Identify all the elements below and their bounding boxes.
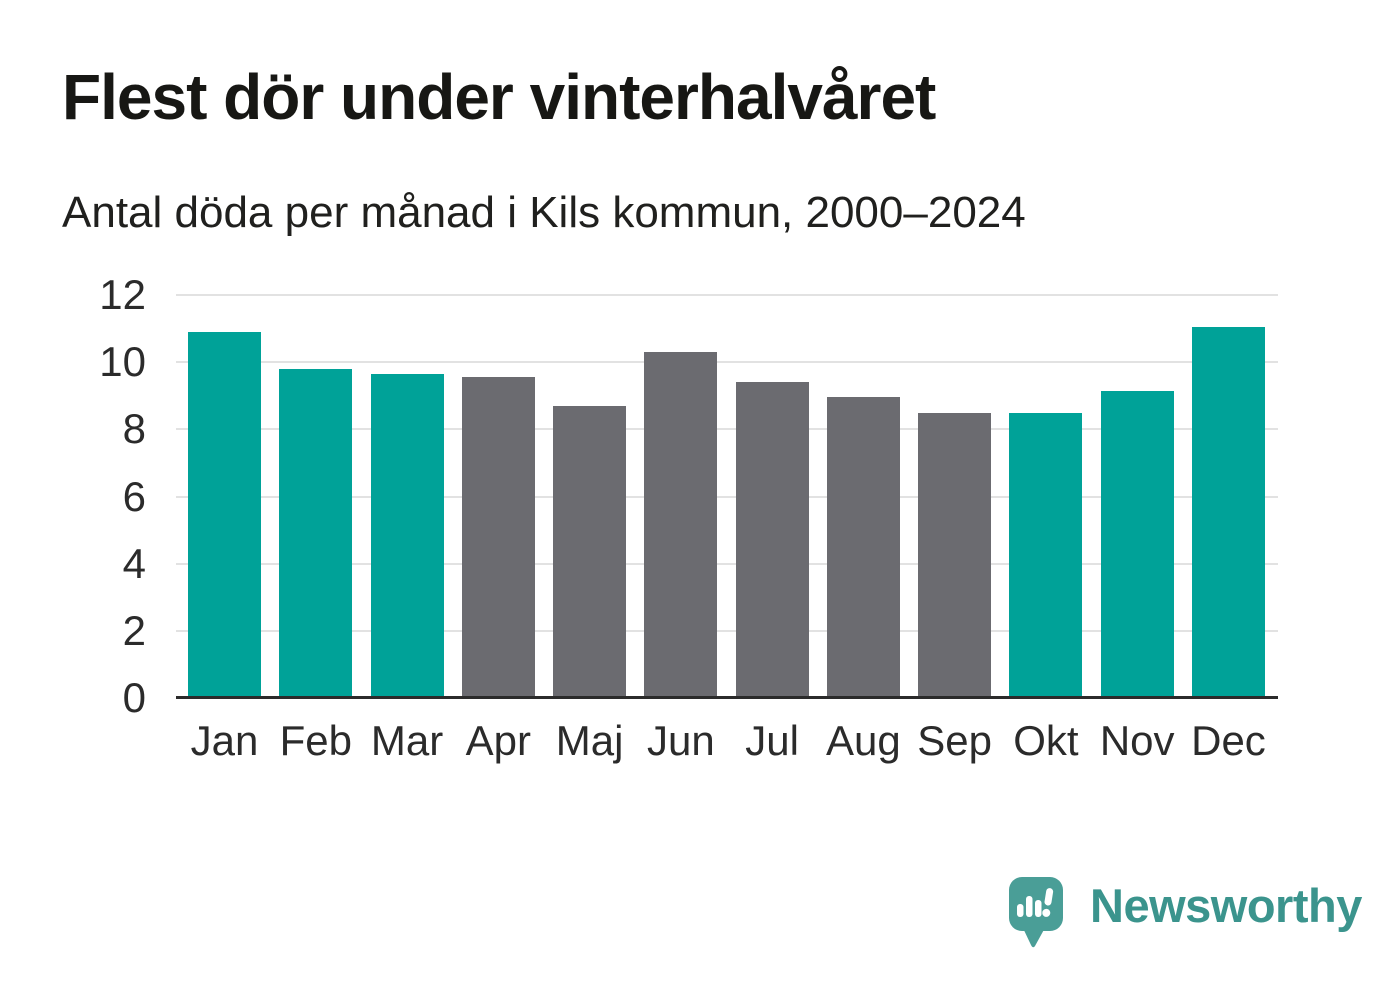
y-tick-label-6: 6 — [122, 472, 146, 520]
bar-feb — [279, 368, 353, 698]
bar-jul — [735, 382, 809, 698]
bar-maj — [553, 405, 627, 698]
y-tick-label-8: 8 — [122, 405, 146, 453]
x-tick-label-jan: Jan — [190, 717, 259, 764]
bar-mar — [370, 373, 444, 698]
x-tick-label-maj: Maj — [555, 717, 624, 764]
bar-apr — [461, 377, 535, 698]
chart-title: Flest dör under vinterhalvåret — [62, 61, 936, 133]
x-tick-label-feb: Feb — [279, 717, 352, 764]
x-tick-label-mar: Mar — [370, 717, 444, 764]
y-tick-label-2: 2 — [122, 606, 146, 654]
bar-jun — [644, 352, 718, 698]
newsworthy-logo-icon — [1009, 877, 1063, 948]
x-tick-label-apr: Apr — [465, 717, 531, 764]
bar-jan — [188, 331, 261, 698]
bar-okt — [1009, 412, 1083, 698]
gridline-2 — [176, 629, 1278, 632]
y-tick-label-10: 10 — [99, 338, 146, 386]
gridline-6 — [176, 495, 1278, 498]
chart-subtitle: Antal döda per månad i Kils kommun, 2000… — [62, 188, 1026, 237]
newsworthy-branding: Newsworthy — [1008, 876, 1362, 950]
gridline-10 — [176, 361, 1278, 364]
x-tick-label-jul: Jul — [745, 717, 799, 764]
x-tick-label-sep: Sep — [917, 717, 993, 764]
bar-aug — [826, 397, 900, 698]
gridline-12 — [176, 294, 1278, 296]
x-tick-label-aug: Aug — [826, 717, 901, 764]
x-axis-line — [176, 696, 1278, 699]
bar-dec — [1191, 326, 1265, 698]
y-tick-label-0: 0 — [122, 674, 146, 721]
x-tick-label-dec: Dec — [1191, 717, 1266, 764]
y-tick-label-4: 4 — [122, 539, 146, 587]
gridline-8 — [176, 428, 1278, 431]
gridline-4 — [176, 562, 1278, 565]
bar-sep — [918, 412, 992, 698]
x-tick-label-nov: Nov — [1099, 717, 1175, 764]
brand-name: Newsworthy — [1090, 879, 1362, 932]
bar-chart-plot-area — [176, 294, 1278, 699]
x-tick-label-okt: Okt — [1013, 717, 1079, 764]
y-tick-label-12: 12 — [99, 271, 146, 318]
x-tick-label-jun: Jun — [646, 717, 715, 764]
bar-nov — [1100, 390, 1174, 698]
